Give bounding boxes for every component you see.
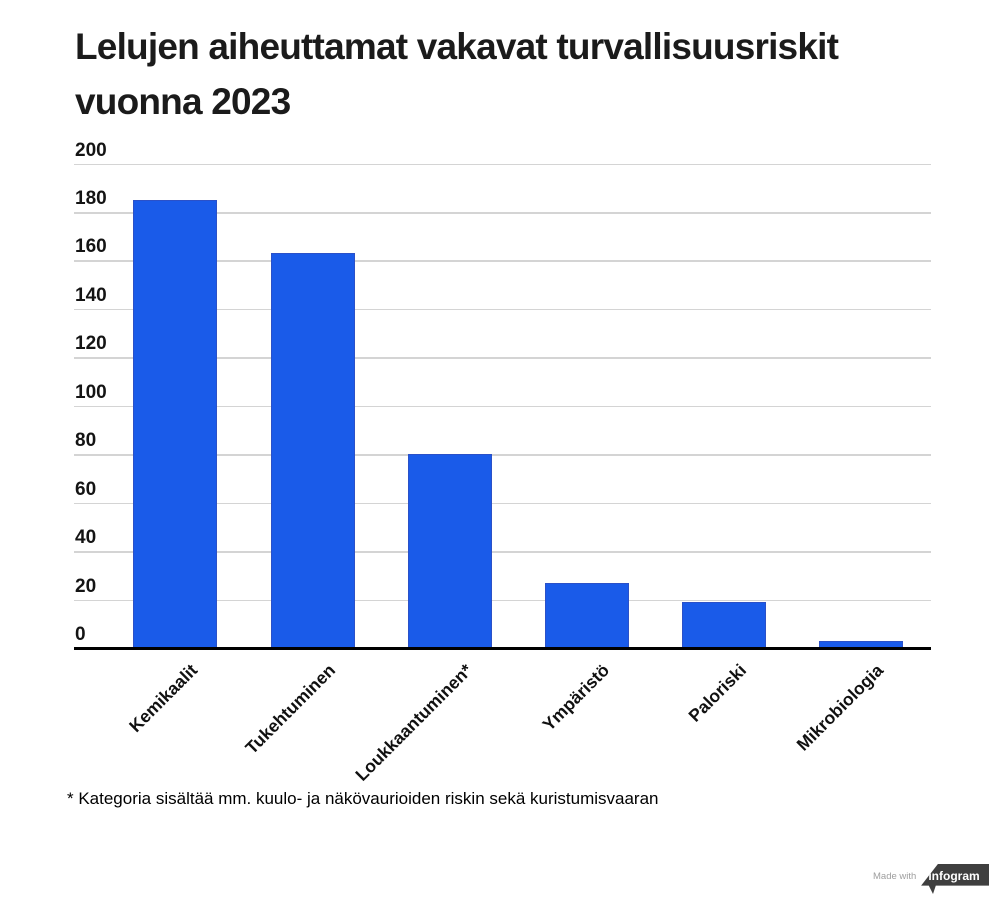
bar-kemikaalit[interactable] xyxy=(133,199,218,648)
gridline-y-140 xyxy=(74,308,931,311)
y-axis-tick-label: 80 xyxy=(75,430,97,452)
y-axis-tick-label: 160 xyxy=(75,236,107,258)
bar-loukkaantuminen[interactable] xyxy=(407,454,492,648)
chart-title: Lelujen aiheuttamat vakavat turvallisuus… xyxy=(75,19,839,129)
gridline-y-40 xyxy=(74,551,931,553)
bar-ymparisto[interactable] xyxy=(544,582,629,648)
infogram-badge[interactable]: infogram xyxy=(921,864,989,894)
x-axis-line xyxy=(74,646,931,650)
gridline-y-160 xyxy=(74,260,931,262)
y-axis-tick-label: 60 xyxy=(75,478,97,500)
y-axis-tick-label: 100 xyxy=(75,381,107,403)
gridline-y-60 xyxy=(74,502,931,505)
chart-title-line-2: vuonna 2023 xyxy=(75,81,291,122)
gridline-y-20 xyxy=(74,599,931,601)
footnote: * Kategoria sisältää mm. kuulo- ja näköv… xyxy=(67,789,659,808)
y-axis-tick-label: 0 xyxy=(75,624,86,645)
gridline-y-100 xyxy=(74,405,931,408)
y-axis-tick-label: 180 xyxy=(75,188,107,209)
gridline-y-180 xyxy=(74,212,931,214)
gridline-y-200 xyxy=(74,163,931,165)
y-axis-tick-label: 120 xyxy=(75,333,107,355)
gridline-y-80 xyxy=(74,454,931,456)
bar-tukehtuminen[interactable] xyxy=(270,253,355,648)
infogram-badge-label: infogram xyxy=(928,869,980,883)
y-axis-tick-label: 40 xyxy=(75,527,97,549)
y-axis-tick-label: 140 xyxy=(75,284,107,306)
bar-paloriski[interactable] xyxy=(681,602,766,648)
gridline-y-120 xyxy=(74,357,931,359)
made-with-label: Made with xyxy=(873,871,917,882)
y-axis-tick-label: 200 xyxy=(75,139,107,161)
y-axis-tick-label: 20 xyxy=(75,575,97,597)
credit: Made with infogram xyxy=(873,862,989,896)
chart-title-line-1: Lelujen aiheuttamat vakavat turvallisuus… xyxy=(75,26,839,67)
